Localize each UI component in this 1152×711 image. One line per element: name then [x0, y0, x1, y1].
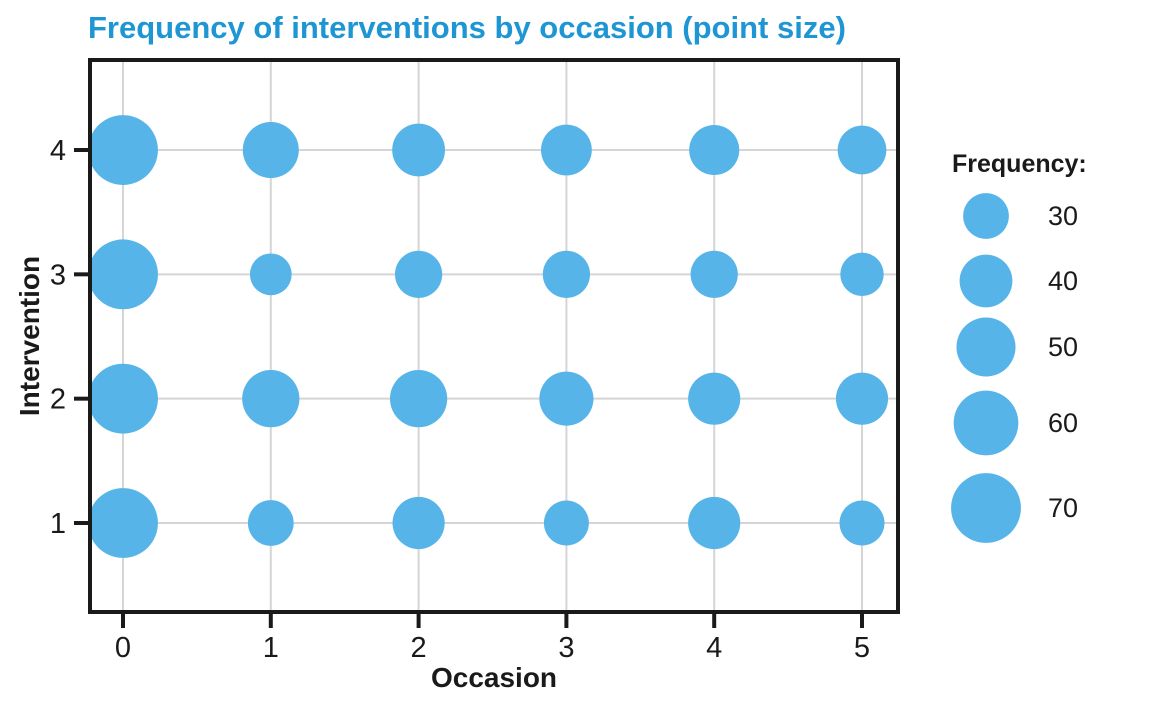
legend-value-label-50: 50	[1048, 332, 1078, 362]
bubble-occasion3-intervention1	[543, 500, 589, 546]
x-tick-label-3: 3	[558, 632, 574, 664]
bubble-occasion5-intervention2	[835, 372, 889, 425]
bubble-occasion5-intervention4	[837, 125, 887, 175]
bubble-occasion2-intervention4	[392, 123, 446, 177]
bubble-occasion0-intervention1	[88, 488, 158, 558]
bubble-occasion4-intervention1	[688, 496, 741, 550]
legend-value-label-30: 30	[1048, 201, 1078, 231]
legend-value-label-70: 70	[1048, 493, 1078, 523]
bubble-occasion1-intervention2	[242, 370, 300, 428]
bubble-occasion2-intervention3	[394, 250, 443, 298]
x-tick-label-2: 2	[411, 632, 427, 664]
legend-value-label-60: 60	[1048, 408, 1078, 438]
y-tick-label-3: 3	[50, 259, 66, 291]
bubble-occasion5-intervention3	[840, 252, 884, 297]
bubble-occasion0-intervention3	[88, 239, 158, 310]
bubble-occasion4-intervention4	[689, 124, 740, 176]
x-tick-label-1: 1	[263, 632, 279, 664]
bubble-occasion3-intervention2	[539, 371, 594, 426]
legend-bubble-40	[959, 254, 1013, 308]
legend-bubble-50	[956, 317, 1016, 377]
legend-value-label-40: 40	[1048, 266, 1078, 296]
plot-border	[88, 58, 900, 614]
bubble-occasion3-intervention4	[541, 124, 592, 176]
y-tick-label-2: 2	[50, 384, 66, 416]
legend-bubble-70	[951, 473, 1021, 543]
bubble-occasion1-intervention1	[247, 500, 294, 546]
bubble-occasion0-intervention2	[88, 363, 158, 434]
legend-title: Frequency:	[952, 150, 1087, 178]
y-tick-label-4: 4	[50, 135, 66, 167]
y-tick-label-1: 1	[50, 508, 66, 540]
bubble-occasion0-intervention4	[88, 115, 158, 185]
legend-bubble-30	[963, 193, 1009, 239]
x-tick-label-5: 5	[854, 632, 870, 664]
x-tick-label-0: 0	[115, 632, 131, 664]
x-tick-label-4: 4	[706, 632, 722, 664]
y-axis-title: Intervention	[14, 255, 45, 417]
bubble-occasion2-intervention1	[392, 496, 445, 550]
bubble-occasion3-intervention3	[542, 250, 591, 298]
legend-bubble-60	[953, 390, 1019, 456]
bubble-occasion1-intervention3	[249, 253, 292, 296]
x-axis-title: Occasion	[430, 662, 558, 693]
bubble-occasion5-intervention1	[839, 500, 885, 546]
bubble-occasion4-intervention3	[690, 250, 738, 298]
bubble-occasion4-intervention2	[688, 372, 741, 425]
bubble-occasion2-intervention2	[389, 370, 448, 428]
chart-title: Frequency of interventions by occasion (…	[88, 10, 846, 45]
bubble-occasion1-intervention4	[242, 122, 299, 179]
